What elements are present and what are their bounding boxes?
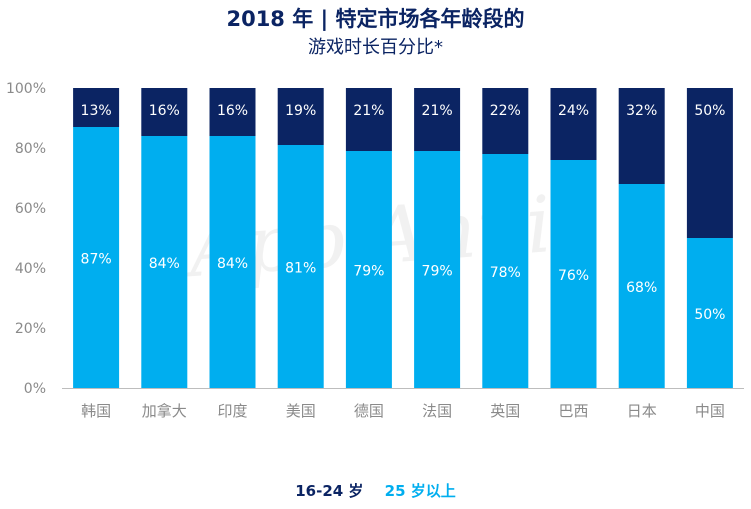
data-label: 16% [217, 103, 248, 119]
y-tick-label: 100% [6, 81, 46, 97]
y-tick-label: 20% [15, 321, 46, 337]
x-tick-label: 美国 [286, 402, 316, 420]
y-tick-label: 80% [15, 141, 46, 157]
x-tick-label: 英国 [490, 402, 520, 420]
bar-segment-16-24 [550, 88, 597, 160]
chart-title: 2018 年 | 特定市场各年龄段的 [226, 7, 525, 31]
data-label: 50% [694, 307, 725, 323]
data-label: 68% [626, 280, 657, 296]
bar-segment-25-plus [482, 154, 529, 388]
y-tick-label: 0% [24, 381, 46, 397]
bar-segment-25-plus [345, 151, 392, 388]
legend-item-25-plus: 25 岁以上 [384, 482, 456, 500]
data-label: 13% [81, 103, 112, 119]
y-tick-label: 40% [15, 261, 46, 277]
bar-segment-16-24 [277, 88, 324, 145]
bar-segment-16-24 [414, 88, 461, 151]
data-label: 87% [81, 252, 112, 268]
data-label: 21% [422, 103, 453, 119]
bar-segment-16-24 [618, 88, 665, 184]
data-label: 79% [422, 264, 453, 280]
bar-segment-16-24 [141, 88, 188, 136]
legend-item-16-24: 16-24 岁 [295, 482, 364, 500]
bar-segment-16-24 [482, 88, 529, 154]
x-tick-label: 日本 [627, 402, 657, 420]
x-tick-label: 巴西 [558, 402, 588, 420]
bar-segment-25-plus [686, 238, 733, 388]
bar-segment-25-plus [73, 127, 120, 388]
data-label: 84% [217, 256, 248, 272]
bar-segment-25-plus [618, 184, 665, 388]
data-label: 22% [490, 103, 521, 119]
data-label: 24% [558, 103, 589, 119]
x-tick-label: 印度 [217, 402, 247, 420]
data-label: 76% [558, 268, 589, 284]
bar-segment-25-plus [550, 160, 597, 388]
chart-legend: 16-24 岁 25 岁以上 [0, 480, 751, 501]
x-tick-label: 中国 [695, 402, 725, 420]
data-label: 79% [353, 264, 384, 280]
bar-segment-16-24 [73, 88, 120, 127]
bar-segment-25-plus [141, 136, 188, 388]
bar-segment-25-plus [209, 136, 256, 388]
data-label: 84% [149, 256, 180, 272]
x-tick-label: 德国 [354, 402, 384, 420]
data-label: 19% [285, 103, 316, 119]
x-tick-label: 法国 [422, 402, 452, 420]
y-tick-label: 60% [15, 201, 46, 217]
x-tick-label: 韩国 [81, 402, 111, 420]
chart-subtitle: 游戏时长百分比* [308, 37, 443, 58]
data-label: 16% [149, 103, 180, 119]
x-tick-label: 加拿大 [142, 402, 187, 420]
bar-segment-16-24 [209, 88, 256, 136]
data-label: 21% [353, 103, 384, 119]
bar-segment-16-24 [686, 88, 733, 238]
data-label: 50% [694, 103, 725, 119]
data-label: 32% [626, 103, 657, 119]
data-label: 78% [490, 265, 521, 281]
data-label: 81% [285, 261, 316, 277]
bar-segment-25-plus [414, 151, 461, 388]
bar-segment-16-24 [345, 88, 392, 151]
bar-segment-25-plus [277, 145, 324, 388]
